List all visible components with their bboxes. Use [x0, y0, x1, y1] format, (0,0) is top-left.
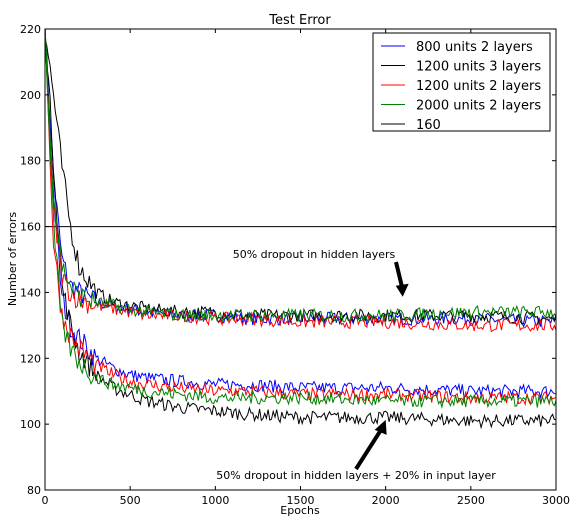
- annotations: 50% dropout in hidden layers 50% dropout…: [216, 248, 496, 482]
- legend-label: 160: [416, 118, 441, 133]
- x-tick-label: 1000: [201, 494, 229, 507]
- y-tick-label: 220: [20, 23, 41, 36]
- x-tick-label: 3000: [542, 494, 570, 507]
- y-tick-label: 120: [20, 352, 41, 365]
- y-tick-label: 160: [20, 221, 41, 234]
- series-line-3-input-dropout: [45, 34, 556, 407]
- annotation-hidden-dropout: 50% dropout in hidden layers: [233, 248, 396, 261]
- x-tick-label: 1500: [287, 494, 315, 507]
- series-line-3-hidden-dropout: [45, 29, 556, 333]
- annotation-arrowhead-1: [395, 283, 409, 297]
- legend-label: 2000 units 2 layers: [416, 99, 541, 114]
- y-axis-label: Number of errors: [6, 212, 19, 306]
- y-axis: 80 100 120 140 160 180 200 220: [20, 23, 556, 497]
- annotation-hidden-input-dropout: 50% dropout in hidden layers + 20% in in…: [216, 469, 496, 482]
- series-line-4-input-dropout: [45, 29, 556, 409]
- x-tick-label: 0: [42, 494, 49, 507]
- x-tick-label: 2500: [457, 494, 485, 507]
- x-tick-label: 2000: [372, 494, 400, 507]
- annotation-arrowhead-2: [374, 419, 387, 435]
- y-tick-label: 140: [20, 286, 41, 299]
- y-tick-label: 200: [20, 89, 41, 102]
- y-tick-label: 100: [20, 418, 41, 431]
- annotation-arrow-2: [354, 427, 384, 471]
- legend-label: 1200 units 3 layers: [416, 60, 541, 75]
- x-tick-label: 500: [120, 494, 141, 507]
- legend-box: [372, 32, 551, 132]
- legend-label: 800 units 2 layers: [416, 40, 533, 55]
- series-line-2-input-dropout: [45, 40, 556, 430]
- x-axis: 0 500 1000 1500 2000 2500 3000: [42, 29, 570, 507]
- x-axis-label: Epochs: [280, 504, 320, 517]
- legend-label: 1200 units 2 layers: [416, 79, 541, 94]
- chart-title: Test Error: [268, 13, 331, 28]
- y-tick-label: 180: [20, 155, 41, 168]
- legend: 800 units 2 layers 1200 units 3 layers 120…: [372, 32, 551, 133]
- series-line-4-hidden-dropout: [45, 29, 556, 324]
- series-line-1-input-dropout: [45, 34, 556, 400]
- y-tick-label: 80: [27, 484, 41, 497]
